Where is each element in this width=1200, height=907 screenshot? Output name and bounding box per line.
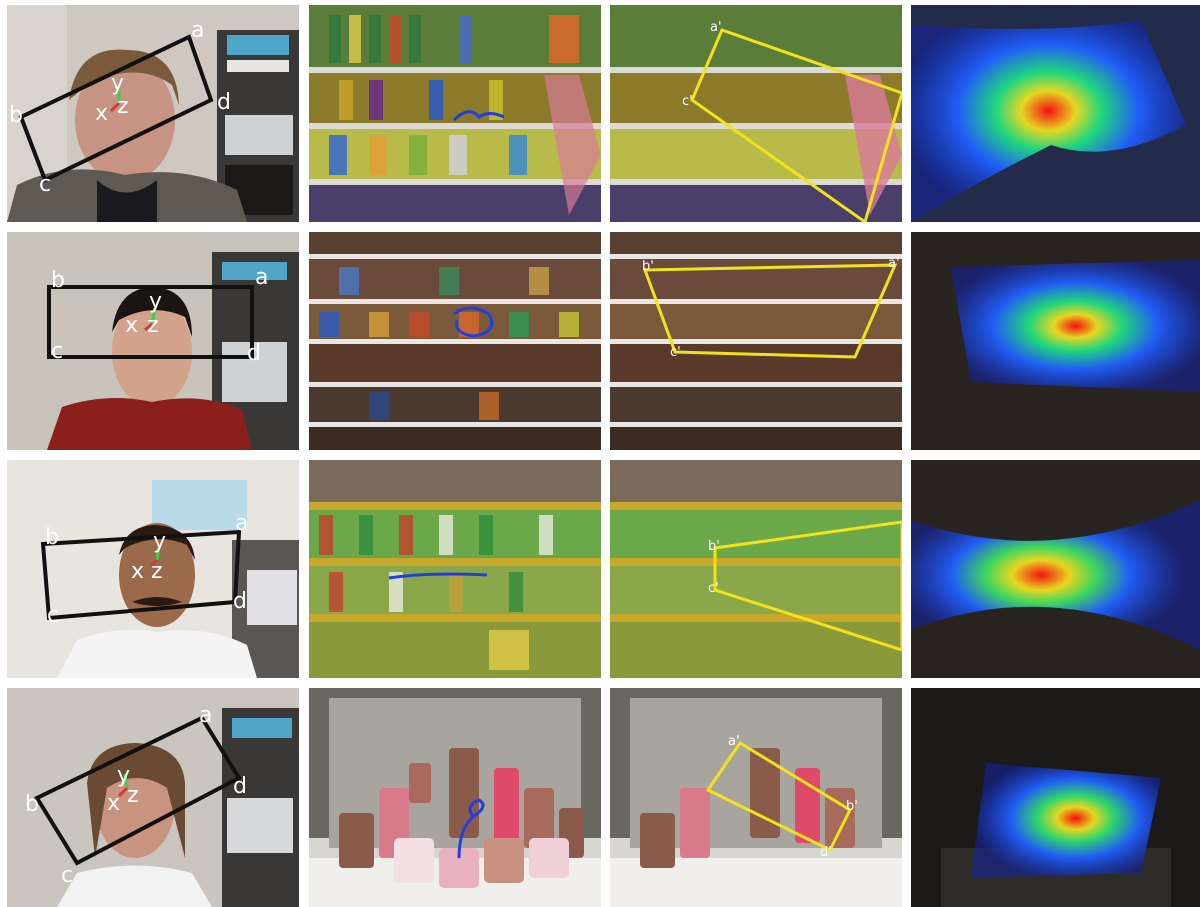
row2-axis-y: y bbox=[149, 289, 162, 314]
row4-proj-d: d' bbox=[820, 845, 832, 860]
row3-proj-c: c' bbox=[708, 581, 719, 596]
row1-scene-svg bbox=[309, 5, 601, 222]
row1-axis-z: z bbox=[117, 94, 129, 119]
row3-axis-z: z bbox=[151, 559, 163, 584]
row1-scene-panel bbox=[309, 5, 601, 222]
row3-heatmap-svg bbox=[911, 460, 1200, 678]
row2-shelves bbox=[309, 232, 601, 427]
row3-scene-svg bbox=[309, 460, 601, 678]
row4-face-svg: a b c d x y z bbox=[7, 688, 299, 907]
row2-heatmap-panel bbox=[911, 232, 1200, 450]
row2-corner-a: a bbox=[255, 265, 268, 290]
row1-projected-quad bbox=[690, 28, 902, 222]
row1-corner-a: a bbox=[191, 18, 204, 43]
row3-corner-c: c bbox=[47, 603, 59, 628]
row3-scene-panel bbox=[309, 460, 601, 678]
row3-face-frame bbox=[40, 529, 242, 621]
row2-heatmap-svg bbox=[911, 232, 1200, 450]
row3-corner-d: d bbox=[233, 589, 247, 614]
row3-gaze-scribble bbox=[388, 572, 488, 580]
row2-gaze-scribble bbox=[453, 306, 494, 338]
row1-face-frame bbox=[18, 34, 214, 183]
row3-face-axes bbox=[149, 545, 161, 568]
row3-proj-b: b' bbox=[708, 539, 720, 554]
row2-scene-svg bbox=[309, 232, 601, 450]
row4-face-frame bbox=[34, 715, 242, 866]
row4-corner-d: d bbox=[233, 774, 247, 799]
row2-proj-c: c' bbox=[670, 345, 681, 360]
row4-projection-svg: a' b' d' bbox=[610, 688, 902, 907]
row3-projection-panel: b' c' bbox=[610, 460, 902, 678]
row1-proj-c: c' bbox=[682, 94, 693, 109]
row2-corner-c: c bbox=[51, 339, 63, 364]
row1-corner-c: c bbox=[39, 172, 51, 197]
row1-axis-y: y bbox=[111, 71, 124, 96]
row4-projected-quad bbox=[705, 740, 852, 853]
row2-axis-x: x bbox=[125, 313, 138, 338]
row3-axis-y: y bbox=[153, 529, 166, 554]
row2-axis-z: z bbox=[147, 313, 159, 338]
row1-heatmap-panel bbox=[911, 5, 1200, 222]
row2-corner-b: b bbox=[51, 268, 65, 293]
row2-projection-svg: b' a' c' bbox=[610, 232, 902, 450]
row2-scene-panel bbox=[309, 232, 601, 450]
row1-projection-svg: a' c' bbox=[610, 5, 902, 222]
row3-shelves bbox=[309, 460, 601, 678]
row4-corner-a: a bbox=[199, 703, 212, 728]
row1-projection-panel: a' c' bbox=[610, 5, 902, 222]
row4-axis-x: x bbox=[107, 791, 120, 816]
row3-projected-quad bbox=[713, 520, 902, 652]
row2-corner-d: d bbox=[247, 341, 261, 366]
row4-corner-b: b bbox=[25, 792, 39, 817]
row2-face-panel: a b c d x y z bbox=[7, 232, 299, 450]
row1-heatmap-svg bbox=[911, 5, 1200, 222]
row4-scene-panel bbox=[309, 688, 601, 907]
row3-heatmap-panel bbox=[911, 460, 1200, 678]
row1-corner-b: b bbox=[9, 103, 23, 128]
row1-products bbox=[329, 15, 601, 215]
row1-face-axes bbox=[109, 89, 121, 113]
row3-corner-a: a bbox=[235, 511, 248, 536]
row4-proj-b: b' bbox=[846, 799, 858, 814]
row3-products bbox=[319, 515, 553, 670]
row4-face-axes bbox=[117, 773, 129, 798]
row1-face-panel: a b c d x y z bbox=[7, 5, 299, 222]
row2-proj-a: a' bbox=[888, 256, 900, 271]
row4-heatmap-panel bbox=[911, 688, 1200, 907]
row3-projection-svg: b' c' bbox=[610, 460, 902, 678]
row2-face-axes bbox=[144, 307, 157, 332]
row4-axis-y: y bbox=[117, 763, 130, 788]
row4-scene-svg bbox=[309, 688, 601, 907]
row4-axis-z: z bbox=[127, 783, 139, 808]
row4-heatmap-svg bbox=[911, 688, 1200, 907]
row3-face-panel: a b c d x y z bbox=[7, 460, 299, 678]
row4-corner-c: c bbox=[61, 863, 73, 888]
row2-projected-quad bbox=[642, 263, 898, 359]
row2-projection-panel: b' a' c' bbox=[610, 232, 902, 450]
row1-proj-a: a' bbox=[710, 20, 722, 35]
row4-cakes bbox=[339, 748, 584, 888]
row3-axis-x: x bbox=[131, 559, 144, 584]
row1-axis-x: x bbox=[95, 101, 108, 126]
row4-projection-panel: a' b' d' bbox=[610, 688, 902, 907]
row3-corner-b: b bbox=[45, 525, 59, 550]
row4-proj-a: a' bbox=[728, 734, 740, 749]
row2-face-frame bbox=[47, 285, 254, 359]
row1-face-svg: a b c d x y z bbox=[7, 5, 299, 222]
row1-gaze-scribble bbox=[452, 110, 505, 122]
row2-face-svg: a b c d x y z bbox=[7, 232, 299, 450]
row2-products bbox=[319, 267, 579, 420]
row4-gaze-scribble bbox=[457, 798, 485, 859]
row4-face-panel: a b c d x y z bbox=[7, 688, 299, 907]
row2-proj-b: b' bbox=[642, 259, 654, 274]
row3-face-svg: a b c d x y z bbox=[7, 460, 299, 678]
row1-corner-d: d bbox=[217, 90, 231, 115]
